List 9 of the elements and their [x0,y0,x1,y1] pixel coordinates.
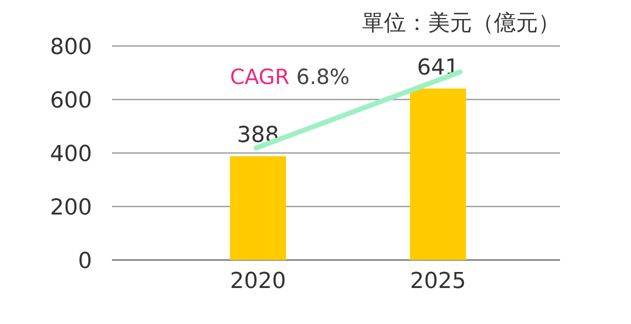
y-tick-label: 0 [78,249,92,274]
annotation: CAGR 6.8% [230,65,350,89]
y-tick-label: 200 [50,196,92,220]
y-tick-label: 600 [50,88,92,114]
y-tick-label: 400 [50,142,92,167]
chart-subtitle: 單位：美元（億元） [362,11,560,36]
y-tick-label: 800 [50,35,92,60]
x-tick-label: 2025 [410,269,466,294]
x-tick-label: 2020 [230,269,286,294]
